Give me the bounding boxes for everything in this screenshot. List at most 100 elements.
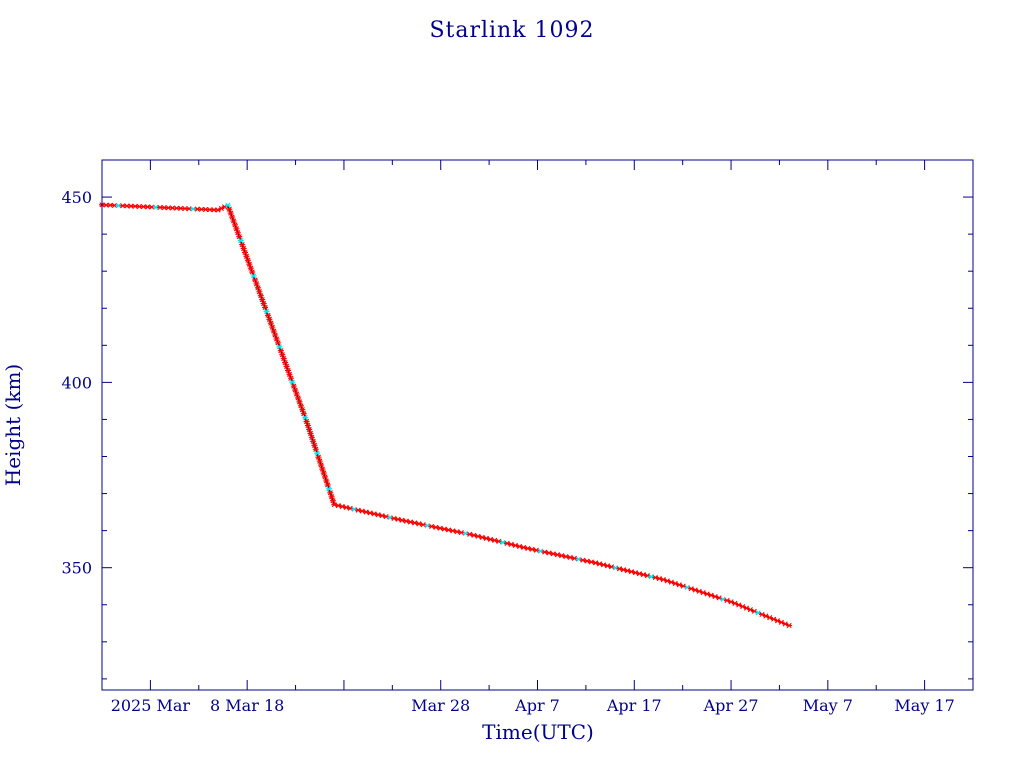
x-tick-label: 8 Mar 18	[210, 696, 284, 715]
data-point-marker	[329, 498, 336, 504]
data-point-marker	[234, 230, 241, 236]
data-point-marker	[224, 202, 231, 208]
data-point-marker	[339, 503, 346, 510]
data-point-marker	[279, 352, 286, 358]
data-point-marker	[257, 293, 264, 299]
data-point-marker	[640, 572, 647, 578]
x-tick-label: Apr 7	[514, 696, 560, 715]
data-point-marker	[230, 218, 237, 224]
data-point-marker	[367, 510, 374, 516]
data-point-marker	[524, 545, 531, 552]
data-point-marker	[272, 332, 279, 338]
data-point-marker	[325, 486, 332, 492]
data-point-marker	[371, 511, 378, 517]
data-point-marker	[280, 356, 287, 362]
data-point-marker	[351, 506, 358, 512]
data-point-marker	[264, 312, 271, 318]
x-tick-label: Apr 17	[606, 696, 662, 715]
data-point-marker	[379, 513, 386, 519]
data-point-marker	[375, 512, 382, 518]
data-point-marker	[424, 522, 431, 529]
data-point-marker	[387, 514, 394, 521]
data-point-marker	[632, 570, 639, 576]
data-point-marker	[236, 234, 243, 240]
data-point-marker	[270, 328, 277, 334]
data-point-marker	[648, 574, 655, 580]
data-point-marker	[256, 289, 263, 295]
data-point-marker	[253, 281, 260, 287]
axis-ticks	[102, 160, 973, 690]
data-point-marker	[302, 414, 309, 421]
data-point-marker	[545, 550, 552, 556]
data-point-marker	[233, 226, 240, 232]
data-point-marker	[428, 523, 435, 530]
data-point-marker	[624, 568, 631, 574]
data-point-marker	[596, 561, 603, 567]
data-point-marker	[266, 316, 273, 322]
chart-title: Starlink 1092	[429, 18, 594, 43]
data-point-marker	[533, 547, 540, 553]
data-point-marker	[628, 569, 635, 575]
data-point-marker	[656, 575, 663, 582]
data-point-marker	[319, 466, 326, 472]
data-point-marker	[318, 462, 325, 468]
data-point-marker	[567, 554, 574, 561]
data-point-marker	[604, 563, 611, 569]
data-point-marker	[359, 508, 366, 514]
data-point-marker	[327, 490, 334, 496]
data-point-marker	[277, 348, 284, 354]
data-point-marker	[328, 494, 335, 500]
data-point-marker	[407, 519, 414, 525]
data-point-marker	[391, 515, 398, 522]
data-point-marker	[296, 399, 303, 405]
data-point-marker	[267, 320, 274, 326]
data-point-marker	[399, 517, 406, 523]
data-point-marker	[592, 560, 599, 566]
data-point-marker	[437, 525, 444, 531]
data-point-marker	[322, 474, 329, 480]
data-point-marker	[286, 371, 293, 377]
x-tick-label: Mar 28	[411, 696, 470, 715]
data-point-marker	[612, 565, 619, 571]
data-point-marker	[584, 558, 591, 564]
data-point-marker	[246, 261, 253, 267]
data-point-marker	[310, 438, 317, 444]
data-point-marker	[297, 403, 304, 409]
x-axis-title: Time(UTC)	[482, 720, 594, 744]
data-point-marker	[244, 257, 251, 263]
data-point-marker	[300, 411, 307, 417]
data-point-marker	[331, 502, 338, 508]
data-point-marker	[227, 210, 234, 216]
series-line	[101, 204, 790, 626]
x-tick-label: May 17	[894, 696, 954, 715]
data-point-marker	[616, 566, 623, 572]
data-point-marker	[295, 395, 302, 401]
data-point-marker	[316, 458, 323, 464]
data-point-marker	[644, 573, 651, 579]
data-point-marker	[289, 379, 296, 385]
data-point-marker	[282, 359, 289, 366]
data-point-marker	[454, 529, 461, 535]
data-point-marker	[308, 434, 315, 440]
data-point-marker	[652, 575, 659, 581]
data-point-marker	[441, 526, 448, 532]
data-point-marker	[306, 426, 313, 433]
data-point-marker	[529, 546, 536, 552]
data-point-marker	[432, 524, 439, 530]
data-point-marker	[250, 273, 257, 279]
data-point-marker	[249, 269, 256, 275]
y-tick-labels: 350 400 450	[61, 188, 92, 578]
data-point-marker	[229, 214, 236, 220]
y-tick-label: 450	[61, 188, 92, 207]
data-point-marker	[554, 552, 561, 558]
data-point-marker	[558, 553, 565, 559]
data-point-marker	[299, 407, 306, 413]
data-point-marker	[303, 418, 310, 425]
data-point-marker	[445, 527, 452, 533]
data-point-marker	[343, 504, 350, 511]
y-tick-label: 400	[61, 373, 92, 392]
data-point-marker	[323, 478, 330, 484]
data-point-marker	[311, 442, 318, 448]
x-tick-label: May 7	[803, 696, 853, 715]
